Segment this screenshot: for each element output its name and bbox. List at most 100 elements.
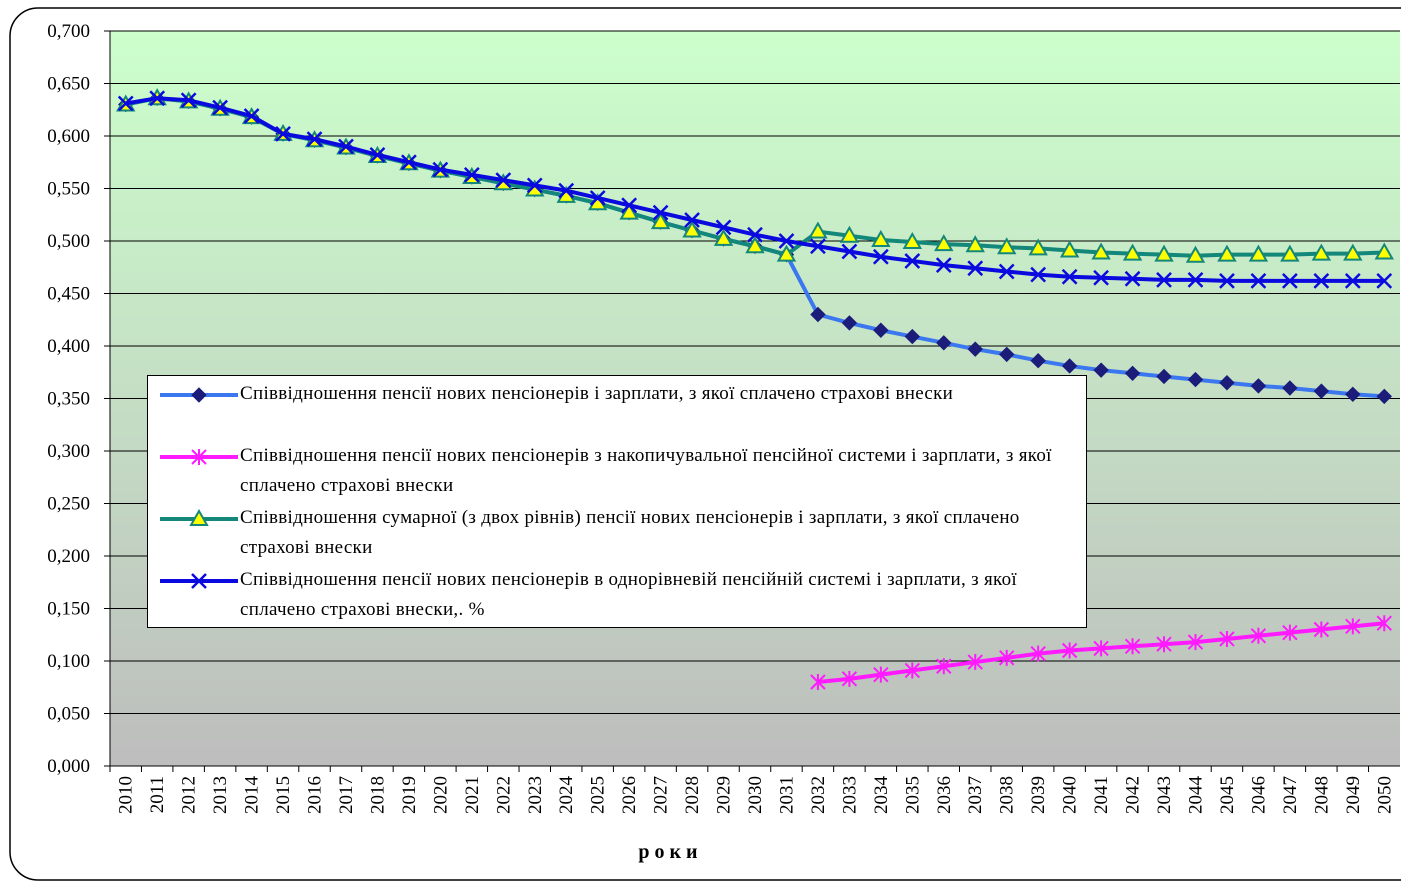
marker <box>189 508 209 526</box>
legend-label: Співвідношення пенсії нових пенсіонерів … <box>240 383 954 404</box>
marker <box>1345 386 1361 403</box>
marker <box>713 228 734 246</box>
y-tick-label: 0,550 <box>47 179 90 200</box>
marker <box>1091 242 1111 260</box>
legend-swatch <box>160 508 238 526</box>
marker <box>1030 352 1046 369</box>
marker <box>191 387 207 403</box>
x-tick-label: 2011 <box>147 776 168 813</box>
x-tick-label: 2026 <box>619 776 640 814</box>
x-tick-label: 2013 <box>210 776 231 814</box>
marker <box>1187 634 1204 651</box>
x-tick-label: 2028 <box>682 776 703 814</box>
x-tick-label: 2022 <box>493 776 514 814</box>
x-tick-label: 2044 <box>1185 776 1206 815</box>
marker <box>149 90 166 107</box>
marker <box>841 243 858 260</box>
legend-entry: Співвідношення пенсії нових пенсіонерів … <box>148 441 1086 503</box>
y-tick-label: 0,100 <box>47 651 90 672</box>
y-tick-label: 0,150 <box>47 599 90 620</box>
x-tick-label: 2047 <box>1280 776 1301 814</box>
legend-label: Співвідношення пенсії нових пенсіонерів … <box>240 445 1052 496</box>
marker <box>1156 368 1172 385</box>
marker <box>1376 615 1392 632</box>
x-tick-label: 2010 <box>116 776 137 814</box>
x-tick-label: 2050 <box>1374 776 1395 814</box>
marker <box>684 212 700 228</box>
x-tick-label: 2030 <box>745 776 766 814</box>
marker <box>967 654 983 671</box>
marker <box>1093 269 1109 286</box>
marker <box>810 306 826 323</box>
marker <box>243 108 260 124</box>
marker <box>747 226 763 243</box>
marker <box>526 177 543 194</box>
x-tick-label: 2034 <box>871 776 892 815</box>
marker <box>1250 627 1267 644</box>
x-tick-label: 2012 <box>179 776 200 814</box>
y-tick-label: 0,700 <box>47 21 90 42</box>
x-tick-label: 2021 <box>462 776 483 814</box>
marker <box>1281 273 1298 289</box>
marker <box>808 221 828 239</box>
x-tick-label: 2033 <box>839 776 860 814</box>
x-tick-label: 2042 <box>1123 776 1144 814</box>
marker <box>650 212 671 230</box>
y-tick-label: 0,500 <box>47 231 90 252</box>
marker <box>463 166 480 183</box>
marker <box>1154 244 1174 262</box>
marker <box>495 172 512 188</box>
legend-swatch <box>160 573 238 589</box>
marker <box>1030 645 1046 662</box>
x-tick-label: 2024 <box>556 776 577 815</box>
marker <box>1313 621 1330 638</box>
y-tick-label: 0,050 <box>47 704 90 725</box>
marker <box>1059 240 1080 258</box>
y-tick-label: 0,400 <box>47 336 90 357</box>
marker <box>1093 640 1109 657</box>
x-tick-label: 2029 <box>714 776 735 814</box>
marker <box>1376 273 1393 289</box>
marker <box>1124 270 1141 287</box>
marker <box>1185 245 1206 263</box>
marker <box>904 662 921 679</box>
marker <box>1093 362 1109 378</box>
x-tick-label: 2037 <box>965 776 986 814</box>
marker <box>589 190 606 206</box>
marker <box>401 154 417 171</box>
legend-swatch <box>160 387 238 403</box>
x-tick-label: 2019 <box>399 776 420 814</box>
marker <box>998 649 1015 666</box>
marker <box>1219 375 1235 391</box>
marker <box>1280 244 1300 262</box>
marker <box>1343 243 1363 261</box>
marker <box>715 219 732 236</box>
marker <box>936 335 952 351</box>
marker <box>432 161 449 178</box>
legend-entry: Співвідношення пенсії нових пенсіонерів … <box>148 379 1086 441</box>
y-tick-label: 0,600 <box>47 126 90 147</box>
marker <box>1156 271 1172 288</box>
marker <box>1282 380 1298 396</box>
x-tick-label: 2048 <box>1311 776 1332 814</box>
marker <box>275 126 291 142</box>
marker <box>778 233 795 249</box>
x-tick-label: 2040 <box>1060 776 1081 814</box>
y-tick-label: 0,350 <box>47 389 90 410</box>
marker <box>1217 244 1237 262</box>
marker <box>1313 273 1330 289</box>
x-tick-label: 2018 <box>367 776 388 814</box>
marker <box>1219 630 1235 647</box>
y-tick-label: 0,300 <box>47 441 90 462</box>
marker <box>902 232 923 250</box>
legend-entry: Співвідношення пенсії нових пенсіонерів … <box>148 565 1086 627</box>
marker <box>841 315 858 331</box>
marker <box>338 138 354 155</box>
marker <box>1156 636 1172 653</box>
marker <box>369 147 386 163</box>
marker <box>1344 273 1361 289</box>
marker <box>1187 371 1204 388</box>
x-tick-label: 2027 <box>651 776 672 814</box>
marker <box>776 244 797 262</box>
